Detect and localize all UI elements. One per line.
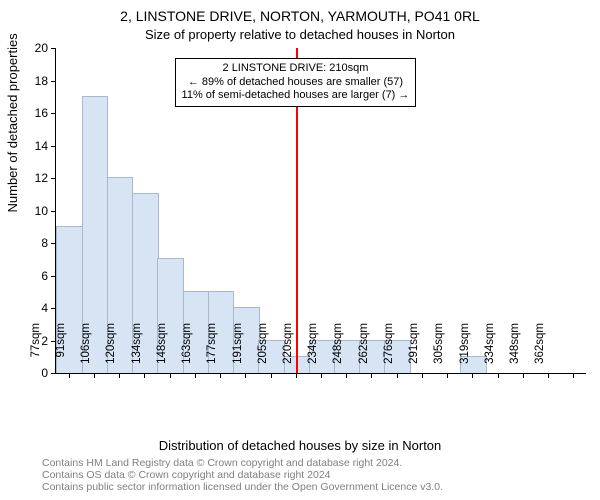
x-tick <box>397 373 398 378</box>
chart-title-sub: Size of property relative to detached ho… <box>0 27 600 42</box>
x-tick-label: 234sqm <box>299 323 319 373</box>
x-tick-label: 362sqm <box>526 323 546 373</box>
x-tick-label: 205sqm <box>249 323 269 373</box>
y-tick-label: 8 <box>41 236 56 250</box>
x-tick <box>523 373 524 378</box>
x-tick <box>422 373 423 378</box>
x-tick <box>94 373 95 378</box>
x-tick <box>321 373 322 378</box>
y-tick-label: 16 <box>35 106 56 120</box>
x-tick-label: 77sqm <box>22 323 42 373</box>
x-tick-label: 191sqm <box>224 323 244 373</box>
x-tick <box>498 373 499 378</box>
annotation-line: 11% of semi-detached houses are larger (… <box>182 89 410 103</box>
x-tick-label: 248sqm <box>324 323 344 373</box>
x-tick <box>220 373 221 378</box>
x-tick <box>195 373 196 378</box>
x-tick-label: 220sqm <box>274 323 294 373</box>
x-tick <box>245 373 246 378</box>
x-tick-label: 334sqm <box>476 323 496 373</box>
annotation-box: 2 LINSTONE DRIVE: 210sqm← 89% of detache… <box>175 58 417 107</box>
x-axis-label: Distribution of detached houses by size … <box>0 438 600 453</box>
x-tick <box>271 373 272 378</box>
x-tick-label: 91sqm <box>47 323 67 373</box>
x-tick <box>573 373 574 378</box>
x-tick <box>371 373 372 378</box>
y-tick-label: 10 <box>35 204 56 218</box>
footer-line: Contains public sector information licen… <box>42 481 590 493</box>
x-tick <box>119 373 120 378</box>
x-tick-label: 134sqm <box>123 323 143 373</box>
x-tick-label: 262sqm <box>350 323 370 373</box>
x-tick-label: 305sqm <box>425 323 445 373</box>
x-tick-label: 276sqm <box>375 323 395 373</box>
x-tick <box>346 373 347 378</box>
y-tick-label: 4 <box>41 301 56 315</box>
y-tick-label: 12 <box>35 171 56 185</box>
x-tick-label: 120sqm <box>97 323 117 373</box>
x-tick-label: 348sqm <box>501 323 521 373</box>
x-tick <box>144 373 145 378</box>
x-tick-label: 291sqm <box>400 323 420 373</box>
x-tick <box>548 373 549 378</box>
chart-footer: Contains HM Land Registry data © Crown c… <box>42 457 590 493</box>
x-tick <box>447 373 448 378</box>
x-tick-label: 106sqm <box>72 323 92 373</box>
x-tick-label: 148sqm <box>148 323 168 373</box>
x-tick-label: 177sqm <box>198 323 218 373</box>
x-tick-label: 163sqm <box>173 323 193 373</box>
x-tick <box>170 373 171 378</box>
y-tick-label: 18 <box>35 74 56 88</box>
footer-line: Contains OS data © Crown copyright and d… <box>42 469 590 481</box>
annotation-line: ← 89% of detached houses are smaller (57… <box>182 76 410 90</box>
y-tick-label: 20 <box>35 41 56 55</box>
y-tick-label: 6 <box>41 269 56 283</box>
plot-area: 0246810121416182077sqm91sqm106sqm120sqm1… <box>55 48 586 374</box>
x-tick-label: 319sqm <box>451 323 471 373</box>
x-tick <box>472 373 473 378</box>
y-axis-label: Number of detached properties <box>5 33 20 212</box>
chart-title-main: 2, LINSTONE DRIVE, NORTON, YARMOUTH, PO4… <box>0 8 600 24</box>
x-tick <box>296 373 297 378</box>
y-tick-label: 14 <box>35 139 56 153</box>
x-tick <box>69 373 70 378</box>
footer-line: Contains HM Land Registry data © Crown c… <box>42 457 590 469</box>
annotation-line: 2 LINSTONE DRIVE: 210sqm <box>182 62 410 76</box>
